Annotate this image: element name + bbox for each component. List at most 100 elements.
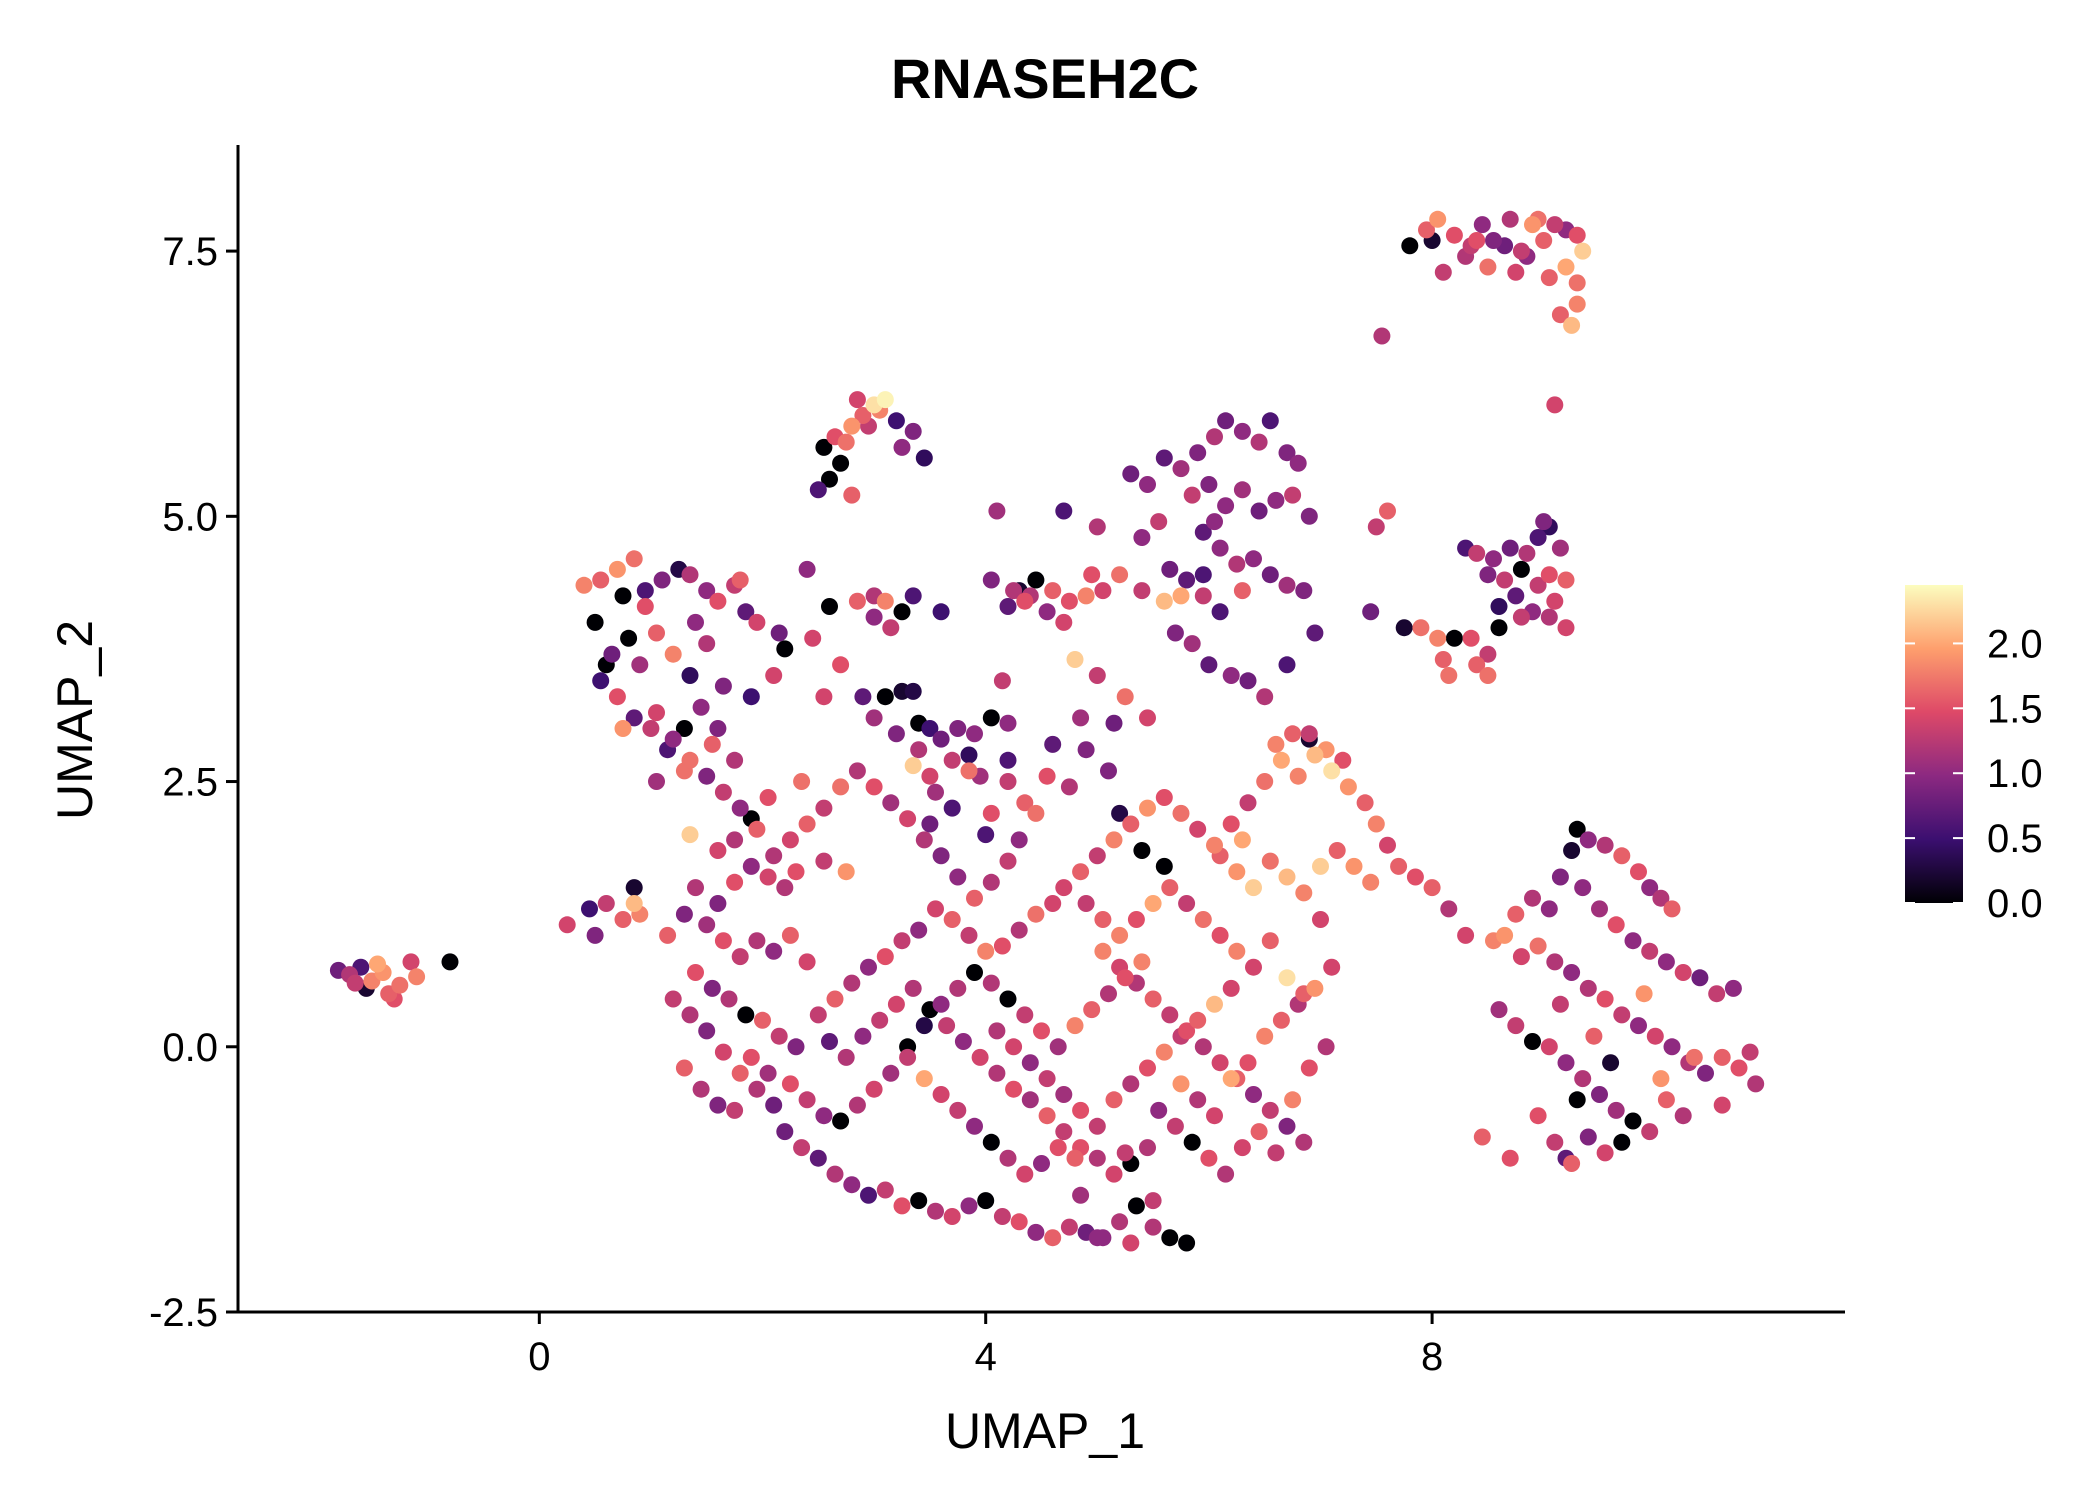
scatter-point [1261, 412, 1279, 430]
scatter-point [977, 942, 995, 960]
scatter-point [1518, 544, 1536, 562]
scatter-point [1295, 1133, 1313, 1151]
scatter-point [603, 645, 621, 663]
scatter-point [832, 778, 850, 796]
scatter-point [876, 688, 894, 706]
scatter-point [893, 932, 911, 950]
scatter-point [982, 571, 1000, 589]
scatter-point [1250, 502, 1268, 520]
scatter-point [1278, 1117, 1296, 1135]
scatter-point [1624, 1112, 1642, 1130]
scatter-point [1055, 502, 1073, 520]
scatter-point [793, 1139, 811, 1157]
scatter-point [960, 1197, 978, 1215]
scatter-point [1133, 842, 1151, 859]
scatter-point [932, 603, 950, 621]
scatter-point [642, 720, 660, 737]
scatter-point [1685, 1048, 1703, 1066]
scatter-point [1551, 995, 1569, 1013]
scatter-point [954, 1033, 972, 1050]
scatter-point [681, 826, 699, 844]
scatter-point [1724, 979, 1742, 997]
y-tick-label: -2.5 [149, 1291, 218, 1335]
scatter-point [1155, 857, 1173, 875]
scatter-point [402, 953, 420, 971]
scatter-point [1100, 762, 1117, 780]
scatter-point [1144, 895, 1162, 912]
scatter-point [960, 762, 978, 780]
scatter-point [1194, 1038, 1212, 1056]
scatter-point [1440, 667, 1458, 684]
scatter-point [1144, 1218, 1162, 1236]
scatter-point [698, 916, 716, 934]
scatter-point [1267, 1144, 1285, 1162]
scatter-point [1317, 1038, 1335, 1056]
scatter-point [1083, 566, 1101, 584]
scatter-point [597, 895, 615, 912]
scatter-point [899, 810, 917, 828]
scatter-point [726, 1101, 744, 1119]
scatter-point [871, 1011, 889, 1029]
scatter-point [1300, 725, 1318, 743]
scatter-point [748, 932, 766, 950]
scatter-point [1033, 1022, 1050, 1040]
scatter-point [1546, 592, 1564, 610]
scatter-point [687, 879, 704, 897]
scatter-point [949, 720, 967, 737]
scatter-point [982, 1133, 1000, 1151]
scatter-point [876, 1181, 894, 1199]
scatter-point [625, 879, 643, 897]
scatter-point [1150, 1101, 1168, 1119]
scatter-point [1094, 911, 1112, 928]
scatter-point [854, 1027, 872, 1045]
colorbar-tick-label: 1.0 [1987, 752, 2043, 796]
scatter-point [1312, 911, 1329, 928]
scatter-point [1094, 942, 1112, 960]
scatter-point [776, 1123, 794, 1141]
scatter-point [1127, 1197, 1145, 1215]
scatter-point [781, 1075, 799, 1093]
scatter-point [1641, 1123, 1659, 1141]
scatter-point [1713, 1096, 1731, 1114]
scatter-point [815, 438, 833, 456]
scatter-point [1535, 513, 1553, 531]
scatter-point [1630, 863, 1647, 881]
scatter-point [1189, 444, 1207, 462]
scatter-point [391, 976, 409, 994]
scatter-point [1741, 1043, 1759, 1061]
scatter-point [798, 1091, 816, 1109]
scatter-point [1445, 226, 1463, 244]
scatter-point [625, 550, 643, 568]
scatter-point [932, 730, 950, 748]
scatter-point [1016, 794, 1034, 812]
scatter-point [620, 629, 638, 647]
scatter-point [865, 608, 883, 626]
scatter-point [592, 672, 610, 690]
scatter-point [1551, 868, 1569, 886]
scatter-point [949, 979, 967, 997]
scatter-point [614, 911, 632, 928]
scatter-point [910, 1192, 928, 1210]
scatter-point [1150, 513, 1168, 531]
scatter-point [1306, 979, 1324, 997]
scatter-point [1166, 624, 1184, 642]
scatter-point [692, 1080, 710, 1098]
scatter-point [821, 1033, 838, 1050]
scatter-point [1574, 1070, 1592, 1088]
scatter-point [1005, 1038, 1023, 1056]
scatter-point [581, 900, 598, 918]
scatter-point [1139, 1139, 1156, 1157]
scatter-point [1183, 635, 1201, 653]
scatter-point [1585, 1027, 1603, 1045]
scatter-point [1278, 576, 1296, 594]
colorbar-gradient [1905, 585, 1963, 903]
scatter-point [1272, 751, 1290, 769]
scatter-point [915, 1070, 933, 1088]
scatter-point [988, 1064, 1006, 1082]
scatter-point [815, 688, 833, 706]
scatter-point [1306, 624, 1324, 642]
scatter-point [1072, 1101, 1090, 1119]
scatter-point [1362, 873, 1380, 891]
scatter-point [932, 847, 950, 865]
scatter-point [1540, 566, 1558, 584]
